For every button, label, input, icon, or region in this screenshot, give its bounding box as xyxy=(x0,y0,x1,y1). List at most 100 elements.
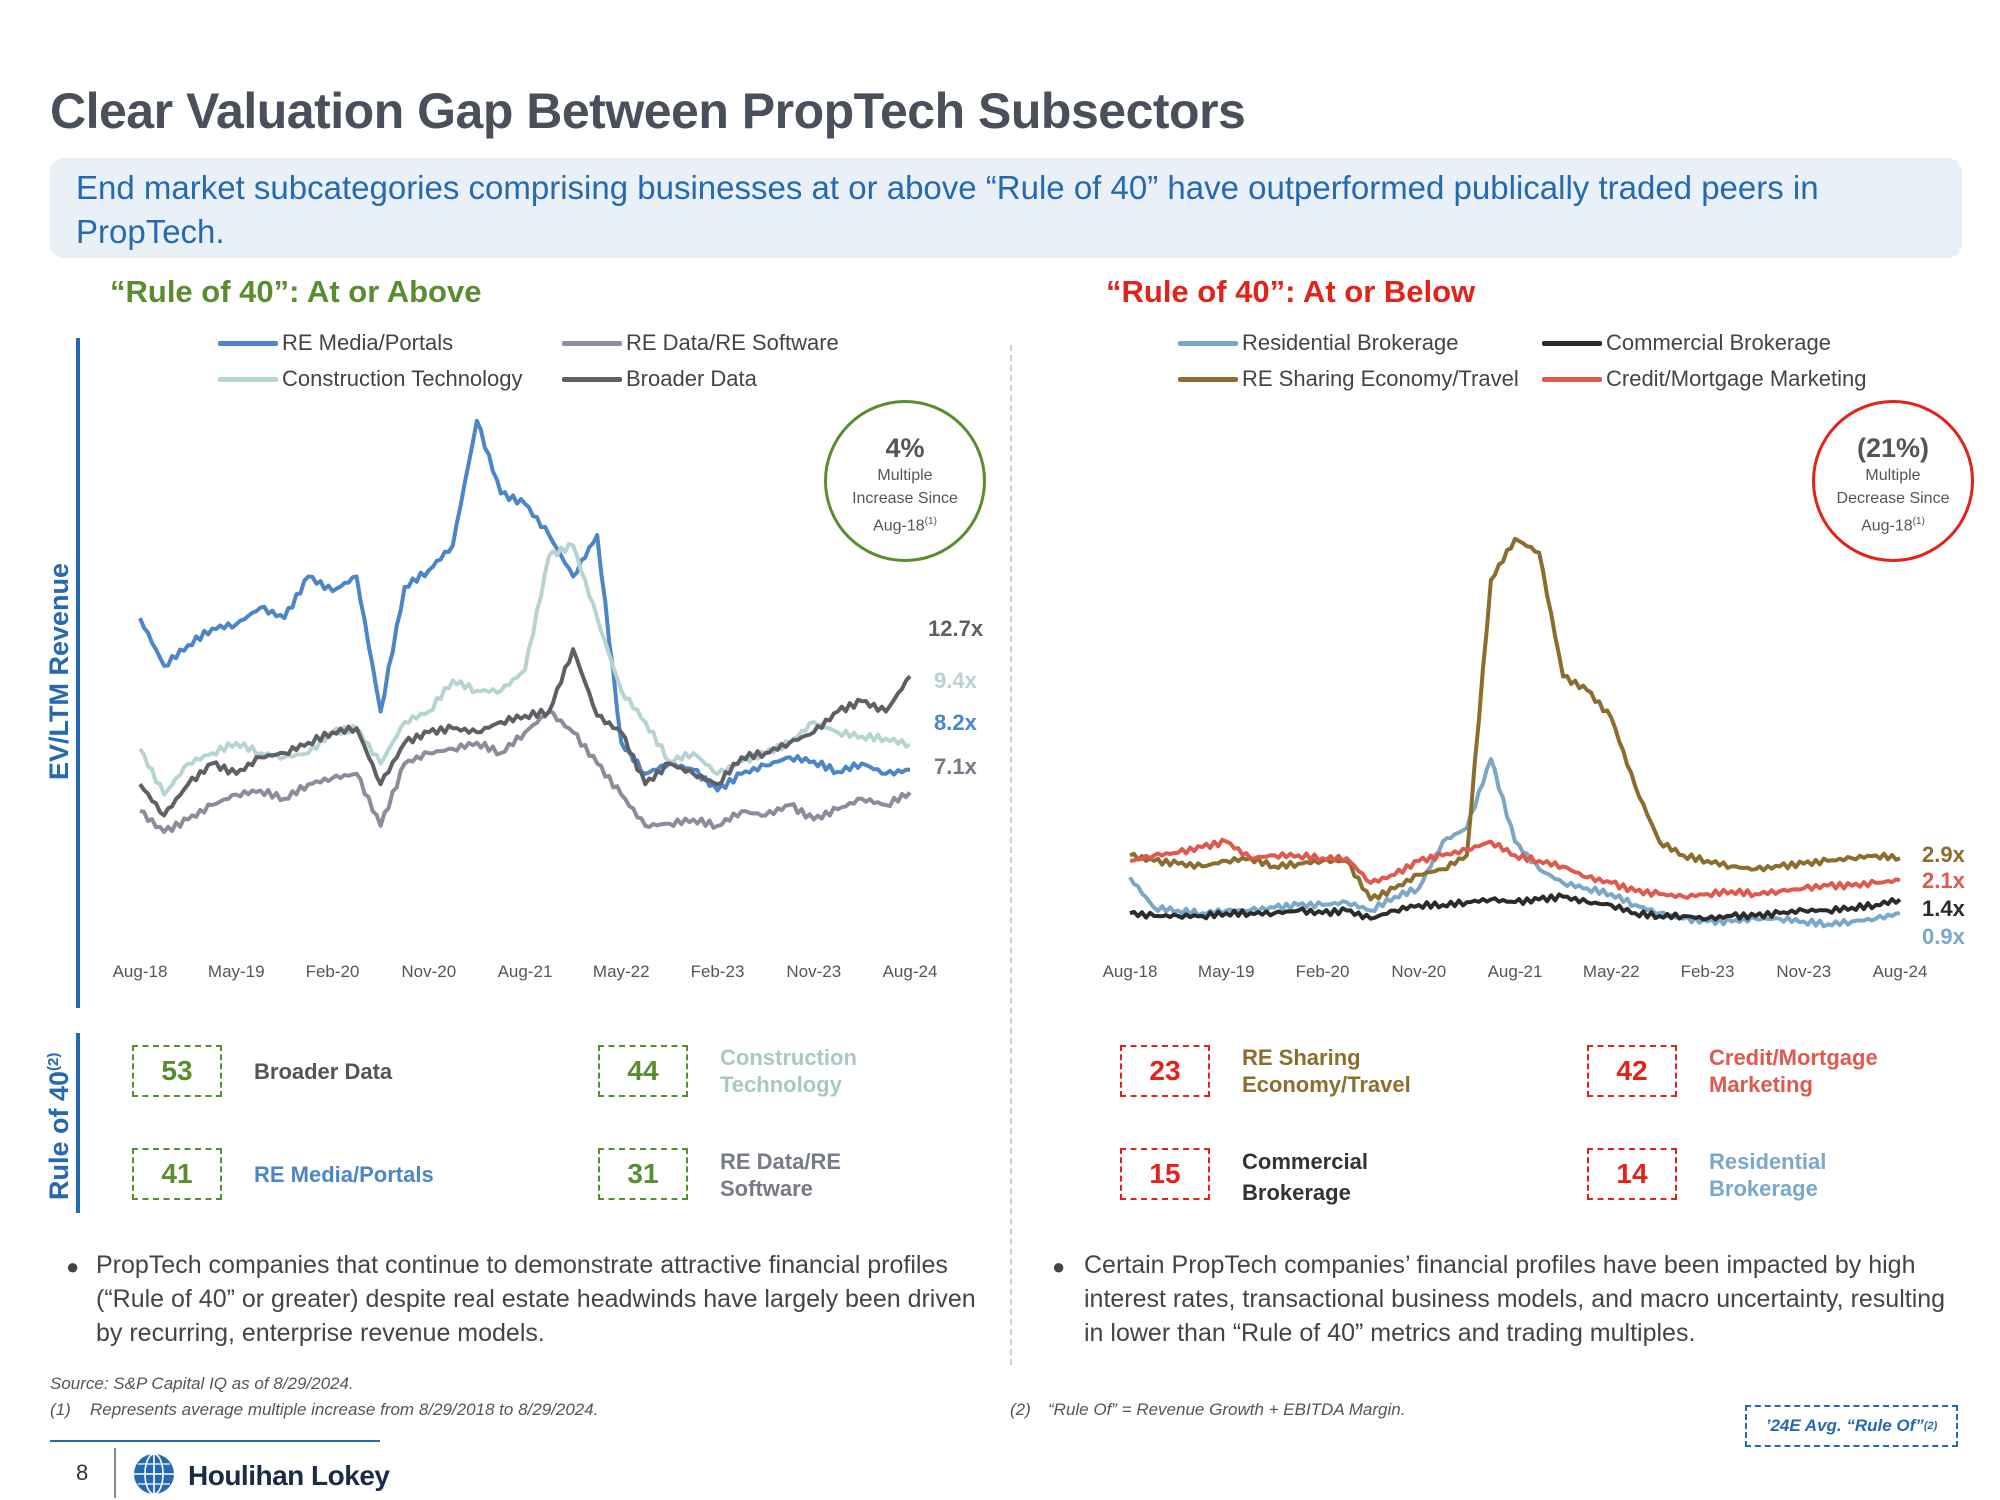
legend-swatch xyxy=(562,340,622,346)
end-label-commercial: 1.4x xyxy=(1922,896,1965,921)
legend-swatch xyxy=(1178,340,1238,346)
score-box-construction: 44 xyxy=(598,1045,688,1097)
circle-value: (21%) xyxy=(1856,433,1930,463)
footnote-1: Represents average multiple increase fro… xyxy=(90,1400,599,1419)
x-tick-label: May-19 xyxy=(207,962,265,981)
legend-residential: Residential Brokerage xyxy=(1178,330,1458,356)
right-section-title: “Rule of 40”: At or Below xyxy=(1106,274,1476,309)
x-tick-label: Aug-24 xyxy=(882,962,938,981)
legend-broader-data: Broader Data xyxy=(562,366,757,392)
globe-logo-icon xyxy=(134,1453,174,1495)
legend-swatch xyxy=(218,376,278,382)
end-label-re-media: 8.2x xyxy=(934,710,977,735)
legend-label: RE Data/RE Software xyxy=(626,330,839,355)
series-line-credit-mortgage-marketing xyxy=(1129,837,1901,900)
series-line-re-data-re-software xyxy=(139,709,912,834)
circle-line2: Decrease Since xyxy=(1836,490,1950,507)
legend-label: Credit/Mortgage Marketing xyxy=(1606,366,1867,391)
end-label-credit: 2.1x xyxy=(1922,868,1965,893)
circle-line2: Increase Since xyxy=(852,490,958,507)
bullet-text-right: Certain PropTech companies’ financial pr… xyxy=(1084,1251,1946,1347)
circle-line3: Aug-18(1) xyxy=(873,516,937,535)
legend-swatch xyxy=(1542,340,1602,346)
x-tick-label: Feb-23 xyxy=(690,962,745,981)
subtitle-text: End market subcategories comprising busi… xyxy=(76,169,1819,250)
score-label-re-media: RE Media/Portals xyxy=(254,1162,434,1187)
chart-rule-below xyxy=(1128,536,1902,929)
circle-line1: Multiple xyxy=(1865,467,1921,484)
subtitle-banner xyxy=(50,158,1962,258)
company-logo-text: Houlihan Lokey xyxy=(188,1460,390,1491)
score-label-construction: Construction Technology xyxy=(720,1045,857,1097)
end-label-broader-data: 12.7x xyxy=(928,616,984,641)
legend-label: Construction Technology xyxy=(282,366,523,391)
rule-accent-bar xyxy=(76,1033,80,1213)
footer-rule xyxy=(50,1440,380,1442)
legend-commercial: Commercial Brokerage xyxy=(1542,330,1831,356)
section-divider xyxy=(1010,345,1012,1365)
end-label-residential: 0.9x xyxy=(1922,924,1965,949)
circle-value: 4% xyxy=(885,433,925,463)
bullet-dot-left: ● xyxy=(66,1254,80,1279)
score-box-credit: 42 xyxy=(1587,1045,1677,1097)
score-label-residential: Residential Brokerage xyxy=(1709,1149,1827,1201)
series-line-re-sharing-economy-travel xyxy=(1129,536,1901,902)
legend-sharing: RE Sharing Economy/Travel xyxy=(1178,366,1519,392)
end-label-construction: 9.4x xyxy=(934,668,977,693)
score-label-credit: Credit/Mortgage Marketing xyxy=(1709,1045,1878,1097)
series-line-broader-data xyxy=(138,647,912,818)
circle-line1: Multiple xyxy=(877,467,933,484)
right-growth-circle: (21%) Multiple Decrease Since Aug-18(1) xyxy=(1812,400,1974,562)
series-line-construction-technology xyxy=(138,541,911,797)
legend-label: RE Sharing Economy/Travel xyxy=(1242,366,1519,391)
x-tick-label: May-19 xyxy=(1197,962,1255,981)
legend-re-media: RE Media/Portals xyxy=(218,330,453,356)
legend-construction: Construction Technology xyxy=(218,366,523,392)
page-number: 8 xyxy=(76,1460,89,1485)
x-tick-label: May-22 xyxy=(592,962,650,981)
chart-rule-above xyxy=(138,418,912,834)
score-label-sharing: RE Sharing Economy/Travel xyxy=(1242,1045,1411,1097)
score-box-re-data: 31 xyxy=(598,1148,688,1200)
source-note: Source: S&P Capital IQ as of 8/29/2024. xyxy=(50,1374,354,1393)
x-tick-label: Aug-21 xyxy=(1487,962,1543,981)
legend-label: Broader Data xyxy=(626,366,757,391)
left-growth-circle: 4% Multiple Increase Since Aug-18(1) xyxy=(824,400,986,562)
rule-of-40-label: Rule of 40(2) xyxy=(44,1052,74,1200)
x-tick-label: May-22 xyxy=(1582,962,1640,981)
circle-line3: Aug-18(1) xyxy=(1861,516,1925,535)
legend-swatch xyxy=(562,376,622,382)
x-tick-label: Aug-18 xyxy=(1102,962,1158,981)
x-tick-label: Aug-24 xyxy=(1872,962,1928,981)
y-axis-label: EV/LTM Revenue xyxy=(44,562,74,780)
score-box-re-media: 41 xyxy=(132,1148,222,1200)
score-label-broader-data: Broader Data xyxy=(254,1059,393,1084)
legend-re-data: RE Data/RE Software xyxy=(562,330,839,356)
bullet-dot-right: ● xyxy=(1052,1254,1066,1279)
series-line-re-media-portals xyxy=(138,418,911,793)
end-label-re-data: 7.1x xyxy=(934,754,977,779)
footer-separator xyxy=(114,1448,116,1498)
footnote-2: “Rule Of” = Revenue Growth + EBITDA Marg… xyxy=(1048,1400,1406,1419)
footnote-2-num: (2) xyxy=(1010,1400,1031,1419)
x-tick-label: Feb-23 xyxy=(1680,962,1735,981)
score-label-commercial: Commercial Brokerage xyxy=(1242,1149,1368,1205)
score-box-broader-data: 53 xyxy=(132,1045,222,1097)
x-tick-label: Nov-20 xyxy=(1391,962,1447,981)
x-tick-label: Aug-21 xyxy=(497,962,553,981)
legend-label: RE Media/Portals xyxy=(282,330,454,355)
y-axis-accent-bar xyxy=(76,338,80,1008)
x-tick-label: Aug-18 xyxy=(112,962,168,981)
score-box-commercial: 15 xyxy=(1120,1148,1210,1200)
legend-label: Commercial Brokerage xyxy=(1606,330,1831,355)
left-section-title: “Rule of 40”: At or Above xyxy=(110,274,482,309)
series-line-commercial-brokerage xyxy=(1129,892,1902,922)
x-tick-label: Nov-23 xyxy=(786,962,842,981)
x-tick-label: Nov-23 xyxy=(1776,962,1832,981)
page-title: Clear Valuation Gap Between PropTech Sub… xyxy=(50,83,1246,139)
x-tick-label: Feb-20 xyxy=(305,962,360,981)
footnote-1-num: (1) xyxy=(50,1400,71,1419)
legend-label: Residential Brokerage xyxy=(1242,330,1459,355)
legend-swatch xyxy=(1542,376,1602,382)
score-box-sharing: 23 xyxy=(1120,1045,1210,1097)
